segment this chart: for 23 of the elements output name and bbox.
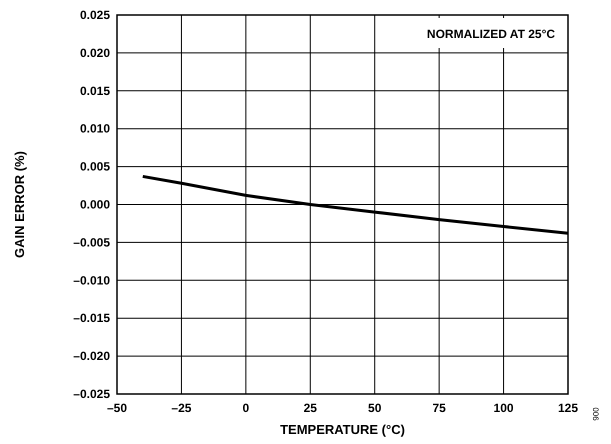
x-tick-label: –50	[106, 401, 128, 415]
y-axis-title: GAIN ERROR (%)	[12, 151, 27, 258]
y-tick-label: 0.010	[80, 122, 110, 136]
x-tick-label: 125	[558, 401, 578, 415]
x-tick-label: 0	[242, 401, 250, 415]
x-axis-title: TEMPERATURE (°C)	[280, 422, 405, 437]
y-tick-label: –0.015	[73, 311, 110, 326]
y-tick-label: –0.005	[73, 235, 110, 250]
x-tick-label: 25	[304, 401, 318, 415]
y-tick-label: –0.010	[73, 273, 110, 288]
y-tick-label: 0.020	[80, 46, 110, 60]
x-tick-label: 50	[368, 401, 382, 415]
y-tick-label: 0.025	[80, 8, 110, 22]
y-tick-label: 0.000	[80, 198, 110, 212]
y-tick-label: –0.020	[73, 349, 110, 364]
y-tick-label: 0.005	[80, 160, 110, 174]
y-tick-label: 0.015	[80, 84, 110, 98]
x-tick-label: 100	[494, 401, 514, 415]
text: 006	[591, 407, 600, 422]
y-tick-label: –0.025	[73, 387, 110, 401]
x-tick-label: 75	[432, 401, 446, 415]
x-tick-label: –25	[171, 401, 192, 415]
annotation: NORMALIZED AT 25°C	[426, 27, 556, 41]
